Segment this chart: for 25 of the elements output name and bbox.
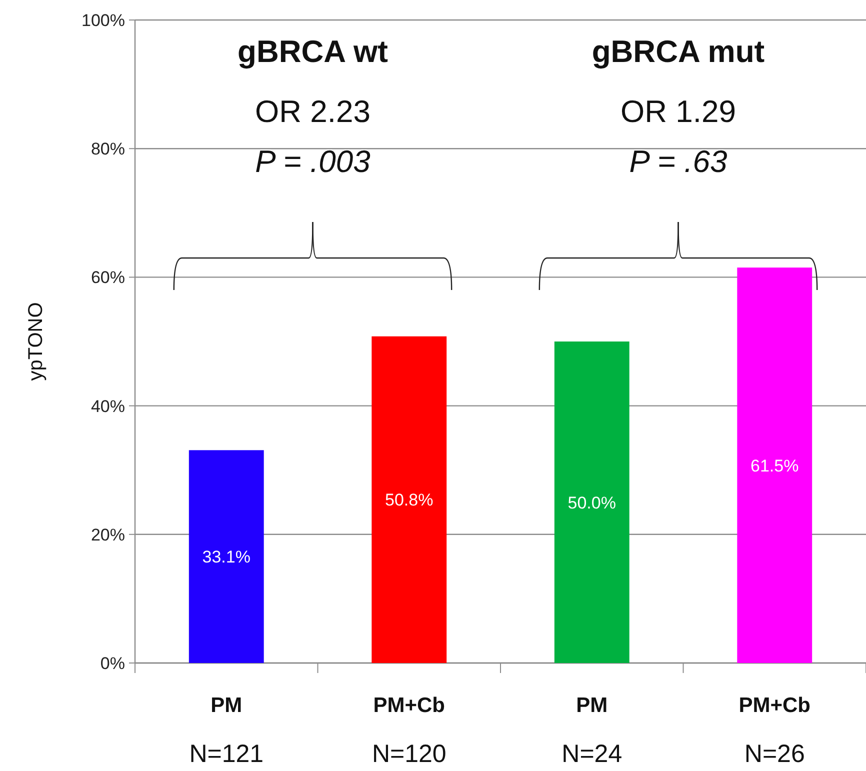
- annotation: OR 1.29: [620, 94, 736, 129]
- annotation: gBRCA mut: [592, 34, 765, 69]
- x-tick-label: PM+Cb N=120: [372, 694, 446, 768]
- x-tick-label: PM+Cb N=26: [738, 694, 811, 768]
- y-tick-label: 40%: [90, 396, 125, 416]
- data-label: 61.5%: [750, 456, 799, 476]
- y-tick-label: 60%: [90, 268, 125, 288]
- annotation: OR 2.23: [255, 94, 370, 129]
- y-tick-label: 80%: [90, 140, 125, 159]
- y-tick-label: 100%: [82, 11, 125, 30]
- y-tick-label: 20%: [90, 525, 125, 544]
- y-axis-title: ypTONO: [25, 302, 47, 381]
- annotation: gBRCA wt: [238, 34, 388, 69]
- x-tick-label: PM N=24: [562, 694, 622, 768]
- x-tick-label: PM N=121: [189, 694, 264, 768]
- data-label: 50.0%: [568, 493, 616, 512]
- data-label: 33.1%: [202, 548, 250, 567]
- bar: [188, 450, 264, 663]
- bar: [372, 336, 447, 663]
- data-label: 50.8%: [385, 490, 434, 510]
- bar: [554, 342, 630, 663]
- annotation: P = .003: [255, 144, 370, 179]
- annotation: P = .63: [629, 144, 728, 179]
- bar: [737, 268, 812, 663]
- y-tick-label: 0%: [100, 654, 125, 673]
